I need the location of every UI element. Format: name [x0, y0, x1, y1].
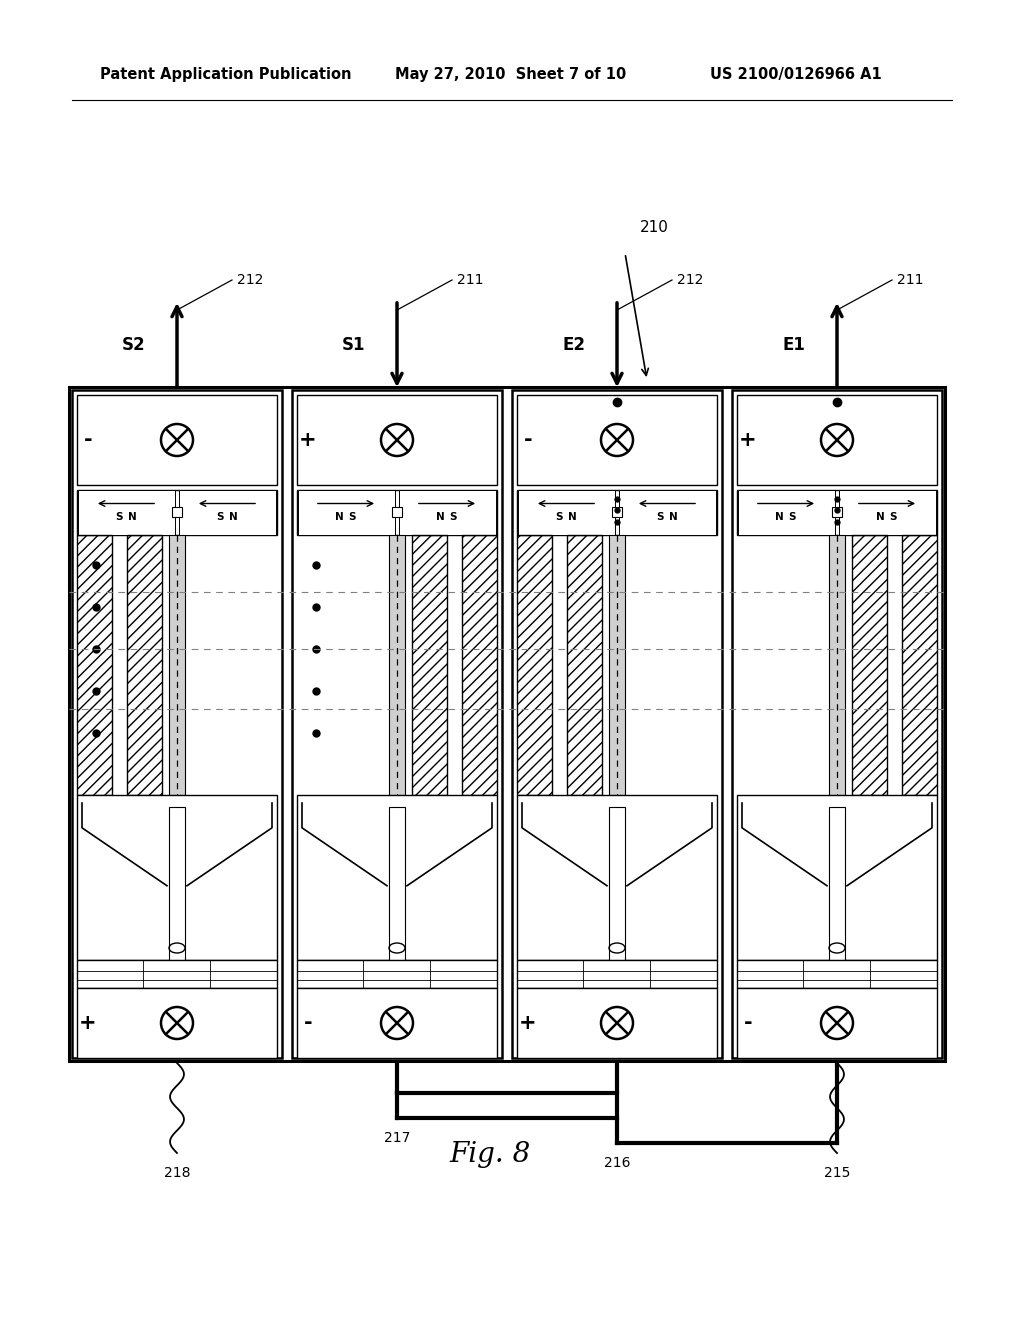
Text: -: -: [743, 1012, 753, 1034]
Bar: [77, 395, 278, 484]
Text: S: S: [450, 512, 457, 521]
Text: 212: 212: [677, 273, 703, 286]
Text: E1: E1: [782, 337, 805, 354]
Bar: [852, 535, 887, 795]
Bar: [517, 795, 717, 960]
Text: +: +: [79, 1012, 97, 1034]
Bar: [737, 795, 937, 960]
Bar: [462, 535, 497, 795]
Bar: [69, 387, 945, 1061]
Bar: [517, 960, 717, 987]
Bar: [737, 490, 937, 535]
Bar: [829, 807, 845, 960]
Bar: [78, 490, 175, 535]
Text: N: N: [228, 512, 238, 521]
Text: +: +: [299, 430, 316, 450]
Bar: [517, 535, 552, 795]
Text: May 27, 2010  Sheet 7 of 10: May 27, 2010 Sheet 7 of 10: [395, 67, 627, 82]
Text: 211: 211: [897, 273, 924, 286]
Bar: [517, 395, 717, 484]
Text: S1: S1: [341, 337, 365, 354]
Text: 212: 212: [237, 273, 263, 286]
Bar: [738, 490, 835, 535]
Bar: [127, 535, 162, 795]
Text: N: N: [567, 512, 577, 521]
Text: S: S: [116, 512, 123, 521]
Bar: [737, 987, 937, 1059]
Bar: [618, 490, 716, 535]
Bar: [412, 535, 447, 795]
Text: N: N: [128, 512, 136, 521]
Bar: [389, 535, 406, 795]
Bar: [297, 960, 497, 987]
Text: N: N: [774, 512, 783, 521]
Bar: [612, 507, 622, 517]
Text: US 2100/0126966 A1: US 2100/0126966 A1: [710, 67, 882, 82]
Bar: [518, 490, 615, 535]
Bar: [839, 490, 936, 535]
Text: 215: 215: [824, 1166, 850, 1180]
Bar: [567, 535, 602, 795]
Bar: [297, 987, 497, 1059]
Text: S: S: [555, 512, 563, 521]
Text: -: -: [304, 1012, 312, 1034]
Text: 218: 218: [164, 1166, 190, 1180]
Bar: [392, 507, 402, 517]
Bar: [297, 490, 497, 535]
Bar: [831, 507, 842, 517]
Text: +: +: [519, 1012, 537, 1034]
Bar: [732, 389, 942, 1059]
Text: Fig. 8: Fig. 8: [450, 1142, 530, 1168]
Text: -: -: [84, 430, 92, 450]
Bar: [77, 535, 112, 795]
Text: S: S: [656, 512, 664, 521]
Text: 217: 217: [384, 1131, 411, 1144]
Bar: [169, 535, 185, 795]
Bar: [737, 960, 937, 987]
Bar: [609, 535, 625, 795]
Bar: [297, 795, 497, 960]
Text: N: N: [335, 512, 343, 521]
Text: -: -: [523, 430, 532, 450]
Bar: [72, 389, 282, 1059]
Text: S: S: [216, 512, 224, 521]
Text: S2: S2: [122, 337, 145, 354]
Text: N: N: [876, 512, 885, 521]
Bar: [512, 389, 722, 1059]
Text: 210: 210: [640, 220, 669, 235]
Bar: [829, 535, 845, 795]
Bar: [389, 807, 406, 960]
Text: Patent Application Publication: Patent Application Publication: [100, 67, 351, 82]
Bar: [169, 807, 185, 960]
Bar: [399, 490, 496, 535]
Bar: [609, 807, 625, 960]
Bar: [172, 507, 182, 517]
Text: 216: 216: [604, 1156, 630, 1170]
Bar: [292, 389, 502, 1059]
Bar: [902, 535, 937, 795]
Text: 211: 211: [457, 273, 483, 286]
Bar: [77, 490, 278, 535]
Bar: [298, 490, 395, 535]
Text: +: +: [739, 430, 757, 450]
Bar: [737, 395, 937, 484]
Text: S: S: [889, 512, 897, 521]
Text: S: S: [348, 512, 355, 521]
Text: N: N: [435, 512, 444, 521]
Bar: [77, 987, 278, 1059]
Text: N: N: [669, 512, 677, 521]
Text: E2: E2: [562, 337, 585, 354]
Bar: [517, 987, 717, 1059]
Bar: [77, 960, 278, 987]
Bar: [517, 490, 717, 535]
Text: S: S: [788, 512, 796, 521]
Bar: [77, 795, 278, 960]
Bar: [297, 395, 497, 484]
Bar: [179, 490, 276, 535]
